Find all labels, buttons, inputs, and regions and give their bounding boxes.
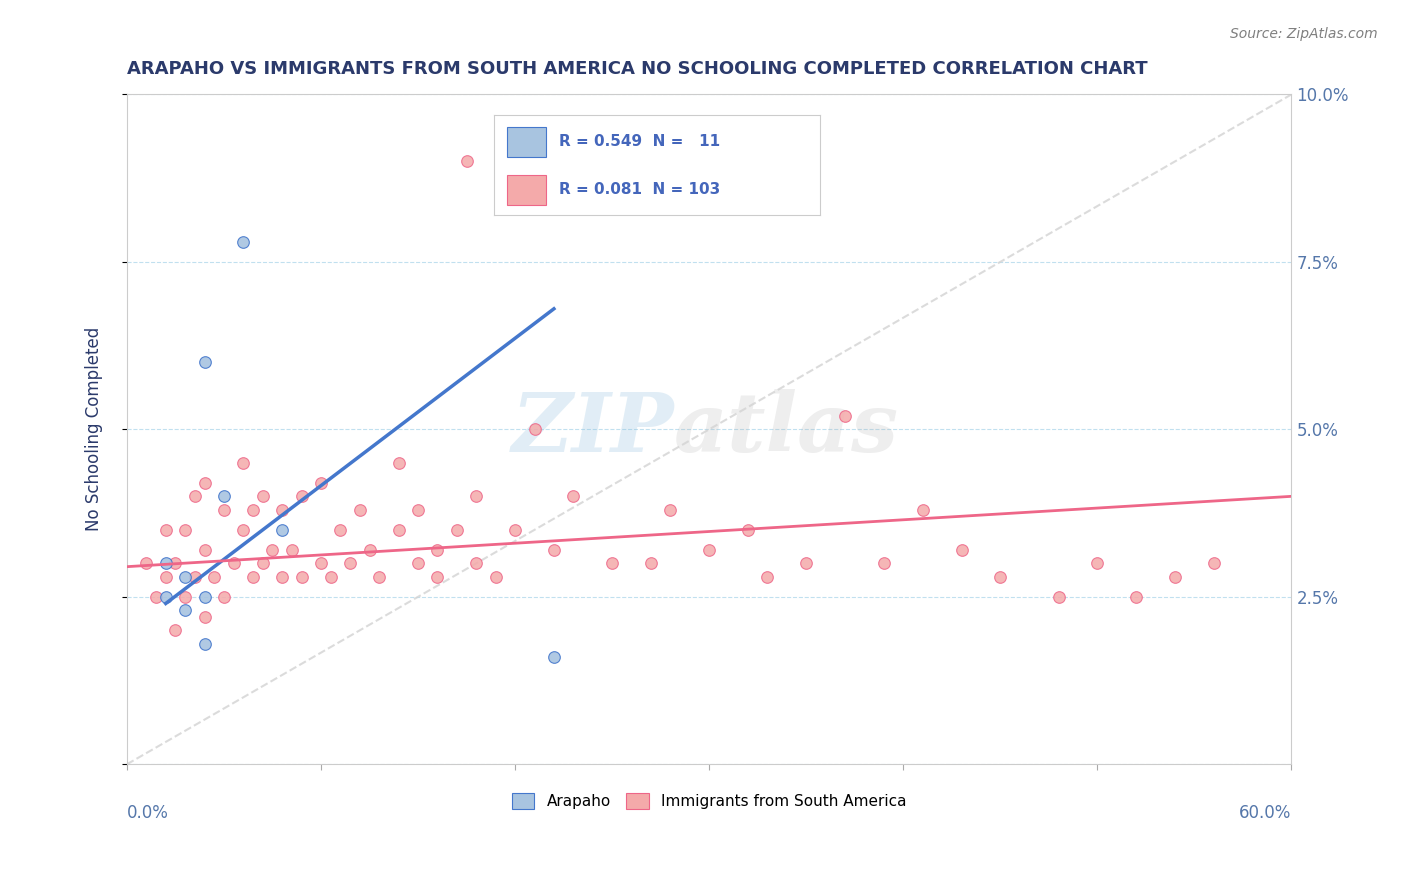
Point (659, 502, 682, 516)
Point (1085, 557, 1108, 571)
Point (737, 523, 759, 537)
Point (242, 570, 264, 584)
Point (291, 489, 314, 503)
Point (465, 557, 488, 571)
Point (212, 502, 235, 516)
Point (165, 557, 187, 571)
Point (193, 610, 215, 624)
Point (562, 489, 585, 503)
Point (202, 570, 225, 584)
Point (135, 557, 157, 571)
Point (232, 235, 254, 249)
Point (145, 590, 167, 604)
Point (222, 557, 245, 571)
Point (271, 570, 294, 584)
Point (1125, 590, 1147, 604)
Point (1047, 590, 1070, 604)
Point (349, 502, 371, 516)
Point (600, 557, 623, 571)
Text: ARAPAHO VS IMMIGRANTS FROM SOUTH AMERICA NO SCHOOLING COMPLETED CORRELATION CHAR: ARAPAHO VS IMMIGRANTS FROM SOUTH AMERICA… (127, 60, 1147, 78)
Point (426, 543, 449, 558)
Point (184, 570, 207, 584)
Point (319, 570, 342, 584)
Point (697, 543, 720, 558)
Point (193, 355, 215, 369)
Point (388, 523, 411, 537)
Point (193, 637, 215, 651)
Point (339, 557, 361, 571)
Point (456, 154, 478, 169)
Point (485, 570, 508, 584)
Point (388, 456, 411, 470)
Point (329, 523, 352, 537)
Y-axis label: No Schooling Completed: No Schooling Completed (86, 327, 103, 532)
Point (193, 590, 215, 604)
Point (1202, 557, 1225, 571)
Point (174, 590, 197, 604)
Point (543, 543, 565, 558)
Text: 0.0%: 0.0% (127, 805, 169, 822)
Point (640, 557, 662, 571)
Point (359, 543, 381, 558)
Point (950, 543, 973, 558)
Point (873, 557, 896, 571)
Point (271, 523, 294, 537)
Point (988, 570, 1011, 584)
Point (193, 543, 215, 558)
Point (503, 523, 526, 537)
Point (1164, 570, 1187, 584)
Point (446, 523, 468, 537)
Point (174, 523, 197, 537)
Point (465, 489, 488, 503)
Point (911, 502, 934, 516)
Point (368, 570, 391, 584)
Point (756, 570, 779, 584)
Point (406, 557, 429, 571)
Point (252, 557, 274, 571)
Text: Source: ZipAtlas.com: Source: ZipAtlas.com (1230, 27, 1378, 41)
Point (165, 624, 187, 638)
Point (155, 557, 177, 571)
Point (262, 543, 284, 558)
Point (523, 422, 546, 436)
Text: ZIP: ZIP (512, 389, 675, 469)
Point (543, 650, 565, 665)
Point (309, 475, 332, 490)
Point (155, 523, 177, 537)
Point (794, 557, 817, 571)
Point (406, 502, 429, 516)
Point (291, 570, 314, 584)
Point (232, 523, 254, 537)
Point (271, 502, 294, 516)
Point (426, 570, 449, 584)
Point (184, 489, 207, 503)
Point (620, 188, 643, 202)
Point (212, 489, 235, 503)
Point (242, 502, 264, 516)
Point (155, 590, 177, 604)
Point (281, 543, 304, 558)
Text: 60.0%: 60.0% (1239, 805, 1292, 822)
Point (309, 557, 332, 571)
Legend: Arapaho, Immigrants from South America: Arapaho, Immigrants from South America (503, 786, 914, 817)
Text: atlas: atlas (675, 389, 900, 469)
Point (155, 570, 177, 584)
Point (212, 590, 235, 604)
Point (193, 475, 215, 490)
Point (174, 603, 197, 617)
Point (252, 489, 274, 503)
Point (232, 456, 254, 470)
Point (834, 409, 856, 423)
Point (174, 570, 197, 584)
